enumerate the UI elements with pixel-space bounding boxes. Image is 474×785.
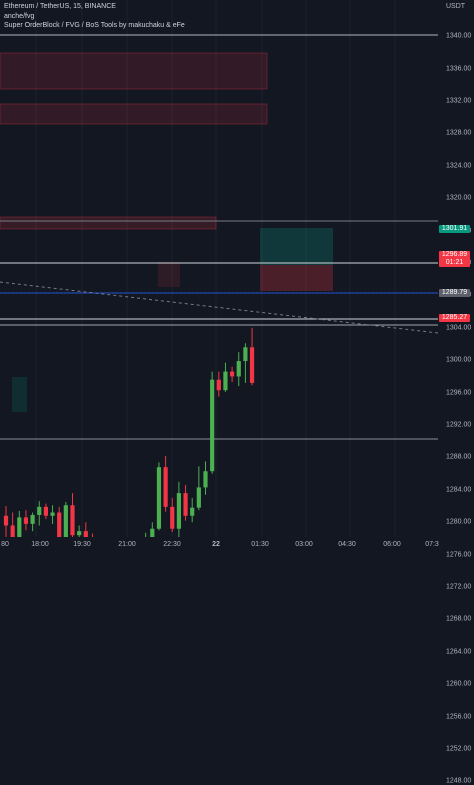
candle-body: [37, 506, 42, 515]
candle-body: [216, 379, 221, 391]
time-tick-label: 18:00: [31, 541, 49, 548]
candle-body: [196, 487, 201, 508]
currency-label: USDT: [446, 3, 466, 10]
time-tick-label: 06:00: [383, 541, 401, 548]
candle-body: [163, 467, 168, 507]
candle-body: [243, 347, 248, 362]
price-tick-label: 1252.00: [446, 745, 472, 753]
candle-body: [223, 371, 228, 391]
indicator-legend-fvg[interactable]: anche/fvg: [4, 13, 35, 20]
price-tick-label: 1288.00: [446, 453, 472, 461]
candle-body: [77, 531, 82, 536]
time-tick-label: 19:30: [73, 541, 91, 548]
price-tick-label: 1256.00: [446, 713, 472, 721]
price-tick-label: 1284.00: [446, 486, 472, 494]
time-tick-label: 04:30: [338, 541, 356, 548]
red-level-tag: 1285.27: [439, 314, 470, 322]
candle-body: [83, 531, 88, 537]
candle-body: [23, 517, 29, 524]
time-tick-label: 22:30: [163, 541, 181, 548]
candle-body: [43, 506, 48, 516]
price-tick-label: 1272.00: [446, 583, 472, 591]
candlestick-chart[interactable]: [0, 0, 438, 537]
bearish-order-block: [0, 216, 217, 230]
candle-body: [30, 514, 35, 524]
sell-level-tag: 1296.89 01:21: [439, 251, 470, 267]
candle-body: [236, 361, 241, 377]
trend-line: [0, 281, 438, 334]
grey-level-tag: 1289.79: [439, 289, 470, 297]
candle-body: [150, 528, 155, 537]
candle-body: [3, 515, 9, 526]
price-tick-label: 1332.00: [446, 97, 472, 105]
bearish-order-block: [0, 52, 268, 90]
price-tick-label: 1296.00: [446, 389, 472, 397]
price-tick-label: 1336.00: [446, 65, 472, 73]
price-tick-label: 1300.00: [446, 356, 472, 364]
candle-body: [70, 505, 75, 536]
candle-body: [176, 493, 181, 529]
price-tick-label: 1264.00: [446, 648, 472, 656]
chart-area[interactable]: [0, 0, 438, 537]
price-tick-label: 1328.00: [446, 129, 472, 137]
indicator-legend-orderblock[interactable]: Super OrderBlock / FVG / BoS Tools by ma…: [4, 22, 185, 29]
price-tick-label: 1248.00: [446, 777, 472, 785]
time-tick-label: 22: [212, 541, 220, 548]
time-tick-label: 01:30: [251, 541, 269, 548]
symbol-legend-title[interactable]: Ethereum / TetherUS, 15, BINANCE: [4, 3, 116, 10]
price-tick-label: 1324.00: [446, 162, 472, 170]
candle-countdown: 01:21: [445, 259, 464, 266]
time-axis[interactable]: [0, 537, 474, 551]
price-tick-label: 1320.00: [446, 194, 472, 202]
position-stop-zone: [260, 265, 333, 291]
candle-body: [203, 471, 208, 488]
candle-body: [230, 371, 235, 377]
time-tick-label: 03:00: [295, 541, 313, 548]
candle-body: [249, 347, 255, 383]
time-tick-label: 07:3: [425, 541, 439, 548]
candle-body: [17, 517, 22, 537]
candle-body: [50, 512, 55, 516]
price-axis[interactable]: USDT: [438, 0, 474, 537]
candle-body: [10, 525, 15, 537]
price-tick-label: 1304.00: [446, 324, 472, 332]
price-tick-label: 1268.00: [446, 615, 472, 623]
price-tick-label: 1292.00: [446, 421, 472, 429]
candle-body: [190, 507, 195, 516]
candle-body: [170, 506, 175, 529]
price-tick-label: 1260.00: [446, 680, 472, 688]
candle-body: [63, 505, 68, 537]
price-tick-label: 1280.00: [446, 518, 472, 526]
price-tick-label: 1276.00: [446, 551, 472, 559]
current-price-tag: 1301.91: [439, 225, 470, 233]
sell-level-value: 1296.89: [441, 251, 468, 258]
time-tick-label: 80: [1, 541, 9, 548]
bearish-order-block: [158, 262, 180, 287]
candle-body: [57, 512, 62, 537]
bearish-order-block: [0, 103, 268, 125]
candle-body: [156, 467, 162, 529]
candle-body: [210, 379, 215, 472]
time-tick-label: 21:00: [118, 541, 136, 548]
price-tick-label: 1340.00: [446, 32, 472, 40]
bullish-fvg-zone: [12, 377, 27, 412]
candle-body: [183, 493, 188, 516]
position-target-zone: [260, 228, 333, 265]
